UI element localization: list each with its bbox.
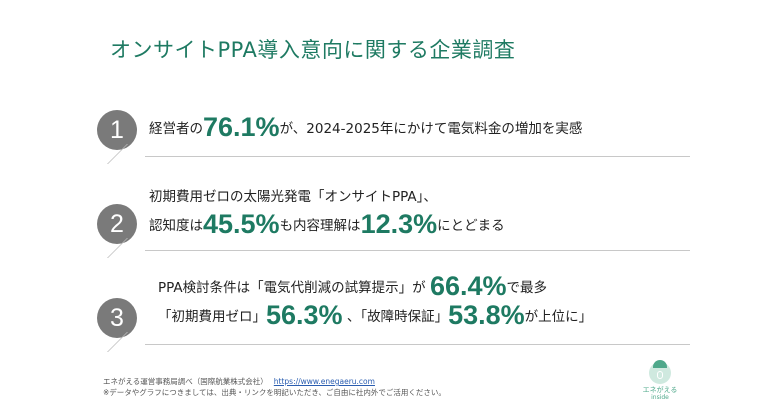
stat-value: 12.3% xyxy=(360,209,438,239)
divider xyxy=(145,250,690,251)
finding-2-line-2: 認知度は45.5%も内容理解は12.3%にとどまる xyxy=(149,209,505,239)
page-title: オンサイトPPA導入意向に関する企業調査 xyxy=(110,38,516,62)
finding-1: 1 経営者の76.1%が、2024-2025年にかけて電気料金の増加を実感 xyxy=(95,106,690,164)
stat-value: 76.1% xyxy=(203,112,280,142)
divider xyxy=(145,344,690,345)
footer: エネがえる運営事務局調べ（国際航業株式会社） https://www.enegae… xyxy=(103,376,446,398)
finding-3-line-2: 「初期費用ゼロ」56.3% 、「故障時保証」53.8%が上位に」 xyxy=(158,300,593,330)
finding-3: 3 PPA検討条件は「電気代削減の試算提示」が 66.4%で最多 「初期費用ゼロ… xyxy=(95,270,690,352)
stat-value: 66.4% xyxy=(429,271,507,301)
stat-value: 45.5% xyxy=(203,209,280,239)
stat-value: 56.3% xyxy=(266,300,343,330)
finding-2: 2 初期費用ゼロの太陽光発電「オンサイトPPA」、 認知度は45.5%も内容理解… xyxy=(95,182,690,258)
number-badge-2: 2 xyxy=(97,204,137,244)
divider xyxy=(145,156,690,157)
source-line: エネがえる運営事務局調べ（国際航業株式会社） https://www.enegae… xyxy=(103,377,375,386)
finding-1-text: 経営者の76.1%が、2024-2025年にかけて電気料金の増加を実感 xyxy=(149,112,583,142)
finding-3-line-1: PPA検討条件は「電気代削減の試算提示」が 66.4%で最多 xyxy=(158,271,548,301)
number-badge-3: 3 xyxy=(97,298,137,338)
lightbulb-logo-icon xyxy=(649,360,671,384)
source-link[interactable]: https://www.enegaeru.com xyxy=(273,377,375,386)
stat-value: 53.8% xyxy=(448,300,525,330)
enegaeru-logo: エネがえる inside xyxy=(640,360,680,401)
finding-2-line-1: 初期費用ゼロの太陽光発電「オンサイトPPA」、 xyxy=(149,189,437,205)
usage-note: ※データやグラフにつきましては、出典・リンクを明記いただき、ご自由に社内外でご活… xyxy=(103,388,446,397)
number-badge-1: 1 xyxy=(97,110,137,150)
